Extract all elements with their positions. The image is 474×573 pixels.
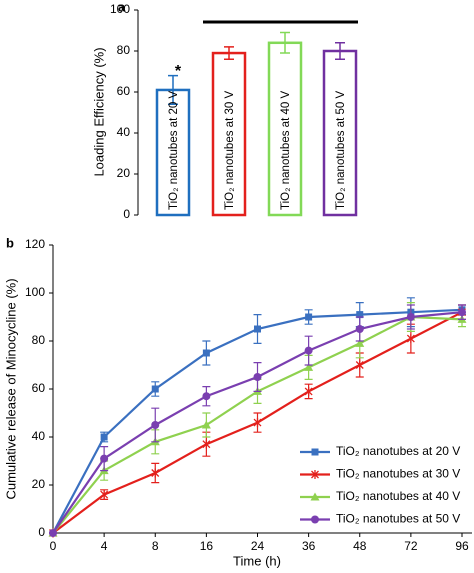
x-tick-label: 72 <box>404 539 418 553</box>
y-tick-label: 120 <box>25 237 45 251</box>
x-tick-label: 8 <box>152 539 159 553</box>
y-tick-label: 40 <box>117 125 131 139</box>
marker <box>151 468 160 478</box>
x-tick-label: 16 <box>200 539 214 553</box>
marker <box>100 433 108 441</box>
y-axis-label: Cumulative release of Minocycline (%) <box>3 278 18 499</box>
marker <box>305 313 313 321</box>
error-bar <box>224 46 234 60</box>
x-tick-label: 24 <box>251 539 265 553</box>
y-tick-label: 80 <box>117 43 131 57</box>
marker <box>355 360 364 370</box>
x-tick-label: 48 <box>353 539 367 553</box>
y-tick-label: 0 <box>123 207 130 221</box>
marker <box>202 439 211 449</box>
y-tick-label: 60 <box>117 84 131 98</box>
x-axis-label: Time (h) <box>233 553 281 568</box>
marker <box>253 418 262 428</box>
legend-label: TiO₂ nanotubes at 40 V <box>336 489 460 503</box>
legend-label: TiO₂ nanotubes at 30 V <box>336 467 460 481</box>
y-axis-label: Loading Efficiency (%) <box>91 47 106 176</box>
y-tick-label: 100 <box>25 285 45 299</box>
marker <box>356 311 364 319</box>
marker <box>304 346 313 355</box>
annotation: * <box>175 63 182 80</box>
marker <box>254 325 261 333</box>
x-tick-label: 96 <box>455 539 469 553</box>
marker <box>151 421 160 429</box>
legend-marker <box>310 492 320 501</box>
y-tick-label: 40 <box>32 429 46 443</box>
error-bar <box>280 31 290 54</box>
y-tick-label: 20 <box>117 166 131 180</box>
marker <box>151 385 159 393</box>
y-tick-label: 80 <box>32 333 46 347</box>
bar-label: TiO₂ nanotubes at 50 V <box>335 91 347 210</box>
legend-marker <box>311 448 319 456</box>
legend-label: TiO₂ nanotubes at 50 V <box>336 512 460 526</box>
marker <box>253 373 262 381</box>
x-tick-label: 4 <box>101 539 108 553</box>
marker <box>100 454 109 463</box>
marker <box>201 420 211 429</box>
marker <box>458 308 466 317</box>
bar-label: TiO₂ nanotubes at 20 V <box>168 91 180 210</box>
marker <box>406 313 415 321</box>
marker <box>100 490 109 500</box>
marker <box>202 349 210 357</box>
marker <box>304 362 314 371</box>
marker <box>406 334 415 344</box>
legend-marker <box>311 470 319 479</box>
x-tick-label: 36 <box>302 539 316 553</box>
y-tick-label: 0 <box>38 525 45 539</box>
panel-label: a <box>118 0 126 14</box>
marker <box>202 392 211 401</box>
bar-label: TiO₂ nanotubes at 40 V <box>280 91 292 210</box>
marker <box>304 386 313 396</box>
marker <box>355 325 364 333</box>
error-bar <box>168 74 178 106</box>
panel-label: b <box>6 235 14 250</box>
y-tick-label: 20 <box>32 477 46 491</box>
marker <box>49 529 57 537</box>
bar-label: TiO₂ nanotubes at 30 V <box>224 91 236 210</box>
x-tick-label: 0 <box>50 539 57 553</box>
y-tick-label: 100 <box>110 2 130 16</box>
error-bar <box>335 42 345 60</box>
legend-marker <box>311 515 319 524</box>
marker <box>355 338 365 347</box>
y-tick-label: 60 <box>32 381 46 395</box>
legend-label: TiO₂ nanotubes at 20 V <box>336 444 460 458</box>
